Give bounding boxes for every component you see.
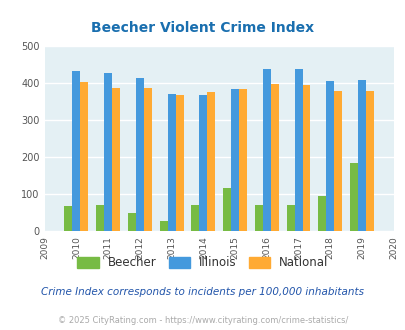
- Bar: [365, 91, 373, 231]
- Bar: [286, 205, 294, 231]
- Bar: [80, 82, 88, 231]
- Bar: [326, 81, 333, 231]
- Bar: [199, 95, 207, 231]
- Bar: [302, 85, 310, 231]
- Bar: [357, 80, 365, 231]
- Bar: [254, 205, 262, 231]
- Bar: [64, 206, 72, 231]
- Text: © 2025 CityRating.com - https://www.cityrating.com/crime-statistics/: © 2025 CityRating.com - https://www.city…: [58, 315, 347, 325]
- Bar: [191, 205, 199, 231]
- Bar: [96, 205, 104, 231]
- Bar: [318, 196, 326, 231]
- Bar: [333, 90, 341, 231]
- Bar: [136, 78, 143, 231]
- Bar: [230, 89, 239, 231]
- Legend: Beecher, Illinois, National: Beecher, Illinois, National: [72, 252, 333, 274]
- Text: Beecher Violent Crime Index: Beecher Violent Crime Index: [91, 21, 314, 35]
- Bar: [239, 89, 246, 231]
- Bar: [175, 95, 183, 231]
- Bar: [112, 87, 120, 231]
- Text: Crime Index corresponds to incidents per 100,000 inhabitants: Crime Index corresponds to incidents per…: [41, 287, 364, 297]
- Bar: [294, 70, 302, 231]
- Bar: [207, 92, 215, 231]
- Bar: [104, 73, 112, 231]
- Bar: [270, 84, 278, 231]
- Bar: [167, 93, 175, 231]
- Bar: [223, 188, 230, 231]
- Bar: [349, 163, 357, 231]
- Bar: [159, 221, 167, 231]
- Bar: [72, 71, 80, 231]
- Bar: [262, 70, 270, 231]
- Bar: [143, 87, 151, 231]
- Bar: [128, 213, 136, 231]
